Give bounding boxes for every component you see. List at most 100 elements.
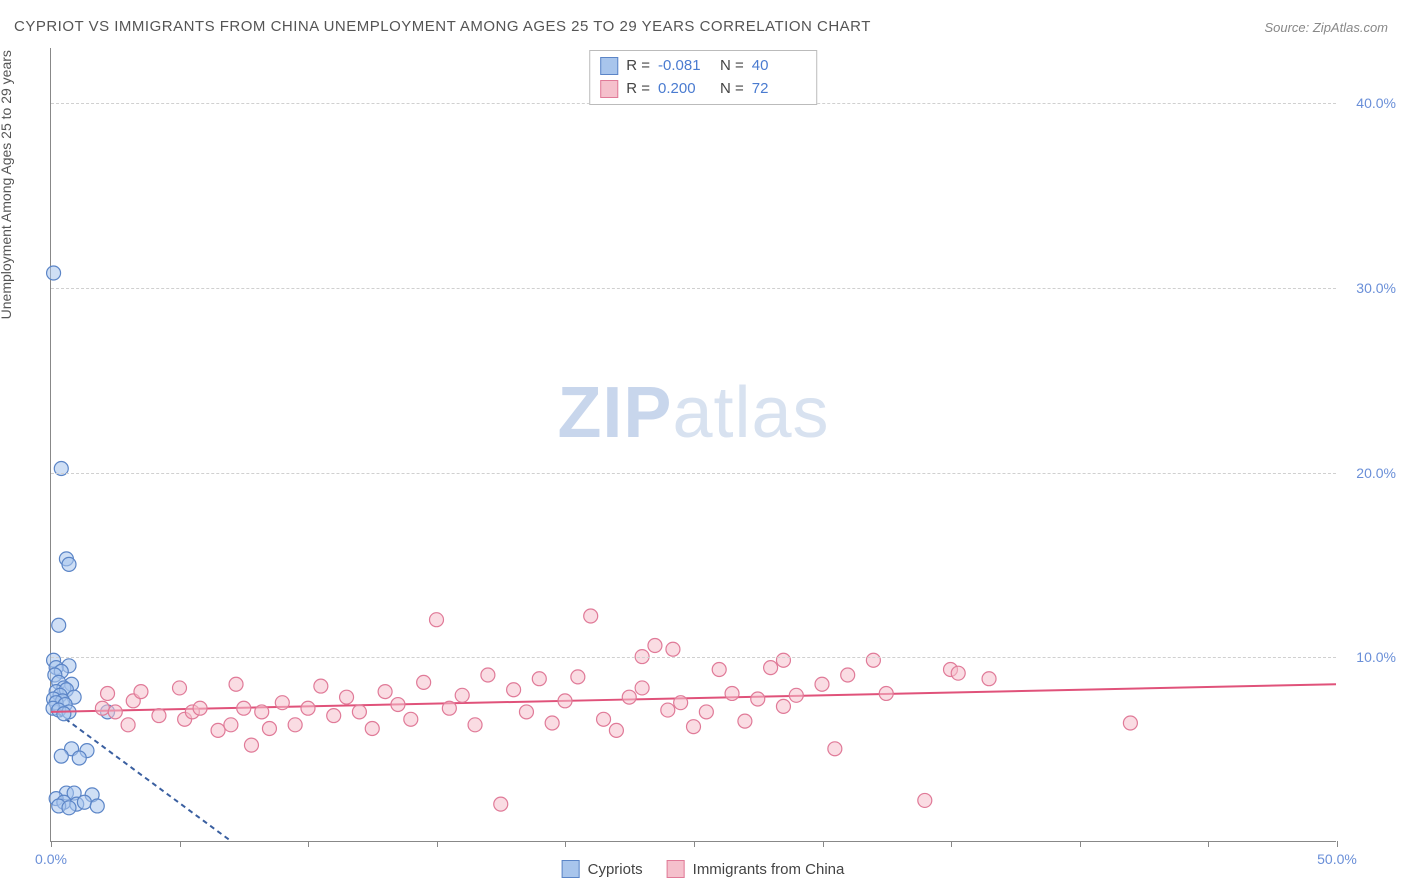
r-label: R =: [626, 78, 650, 101]
data-point: [687, 720, 701, 734]
data-point: [828, 742, 842, 756]
data-point: [597, 712, 611, 726]
data-point: [275, 696, 289, 710]
data-point: [674, 696, 688, 710]
gridline: [51, 473, 1336, 474]
data-point: [661, 703, 675, 717]
data-point: [229, 677, 243, 691]
data-point: [52, 618, 66, 632]
data-point: [738, 714, 752, 728]
data-point: [54, 749, 68, 763]
data-point: [211, 723, 225, 737]
data-point: [352, 705, 366, 719]
data-point: [622, 690, 636, 704]
x-tick: [1337, 841, 1338, 847]
stats-row-china: R = 0.200 N = 72: [600, 78, 806, 101]
x-tick: [180, 841, 181, 847]
data-point: [244, 738, 258, 752]
data-point: [699, 705, 713, 719]
data-point: [507, 683, 521, 697]
data-point: [532, 672, 546, 686]
n-value: 40: [752, 55, 806, 78]
data-point: [95, 701, 109, 715]
data-point: [365, 722, 379, 736]
data-point: [468, 718, 482, 732]
data-point: [841, 668, 855, 682]
data-point: [815, 677, 829, 691]
data-point: [237, 701, 251, 715]
data-point: [77, 795, 91, 809]
data-point: [982, 672, 996, 686]
data-point: [224, 718, 238, 732]
y-tick-label: 40.0%: [1356, 95, 1396, 111]
data-point: [108, 705, 122, 719]
legend-label: Cypriots: [588, 861, 643, 878]
swatch-blue-icon: [600, 57, 618, 75]
swatch-pink-icon: [600, 80, 618, 98]
regression-line: [51, 708, 231, 841]
data-point: [301, 701, 315, 715]
data-point: [430, 613, 444, 627]
plot-svg: [51, 48, 1336, 841]
legend-label: Immigrants from China: [693, 861, 845, 878]
data-point: [1123, 716, 1137, 730]
data-point: [879, 686, 893, 700]
data-point: [62, 801, 76, 815]
data-point: [648, 639, 662, 653]
data-point: [545, 716, 559, 730]
swatch-blue-icon: [562, 860, 580, 878]
data-point: [442, 701, 456, 715]
x-tick: [694, 841, 695, 847]
data-point: [255, 705, 269, 719]
legend-item-cypriots: Cypriots: [562, 860, 643, 878]
data-point: [90, 799, 104, 813]
data-point: [72, 751, 86, 765]
x-tick: [1208, 841, 1209, 847]
data-point: [340, 690, 354, 704]
data-point: [57, 707, 71, 721]
data-point: [776, 699, 790, 713]
x-tick-label: 50.0%: [1317, 851, 1357, 867]
data-point: [725, 686, 739, 700]
data-point: [571, 670, 585, 684]
data-point: [62, 557, 76, 571]
gridline: [51, 657, 1336, 658]
data-point: [314, 679, 328, 693]
y-tick-label: 20.0%: [1356, 465, 1396, 481]
y-tick-label: 30.0%: [1356, 280, 1396, 296]
x-tick-label: 0.0%: [35, 851, 67, 867]
data-point: [558, 694, 572, 708]
r-value: -0.081: [658, 55, 712, 78]
data-point: [404, 712, 418, 726]
x-tick: [1080, 841, 1081, 847]
data-point: [712, 662, 726, 676]
data-point: [455, 688, 469, 702]
data-point: [173, 681, 187, 695]
x-tick: [823, 841, 824, 847]
data-point: [918, 793, 932, 807]
data-point: [951, 666, 965, 680]
plot-area: ZIPatlas 10.0%20.0%30.0%40.0%0.0%50.0%: [50, 48, 1336, 842]
legend-item-china: Immigrants from China: [667, 860, 845, 878]
data-point: [751, 692, 765, 706]
data-point: [666, 642, 680, 656]
data-point: [584, 609, 598, 623]
data-point: [288, 718, 302, 732]
x-tick: [308, 841, 309, 847]
data-point: [417, 675, 431, 689]
bottom-legend: Cypriots Immigrants from China: [562, 860, 845, 878]
source-attribution: Source: ZipAtlas.com: [1264, 20, 1388, 35]
chart-title: CYPRIOT VS IMMIGRANTS FROM CHINA UNEMPLO…: [14, 18, 871, 35]
data-point: [789, 688, 803, 702]
stats-legend: R = -0.081 N = 40 R = 0.200 N = 72: [589, 50, 817, 105]
r-value: 0.200: [658, 78, 712, 101]
data-point: [494, 797, 508, 811]
swatch-pink-icon: [667, 860, 685, 878]
data-point: [391, 698, 405, 712]
data-point: [101, 686, 115, 700]
y-tick-label: 10.0%: [1356, 649, 1396, 665]
data-point: [481, 668, 495, 682]
data-point: [776, 653, 790, 667]
data-point: [152, 709, 166, 723]
n-value: 72: [752, 78, 806, 101]
